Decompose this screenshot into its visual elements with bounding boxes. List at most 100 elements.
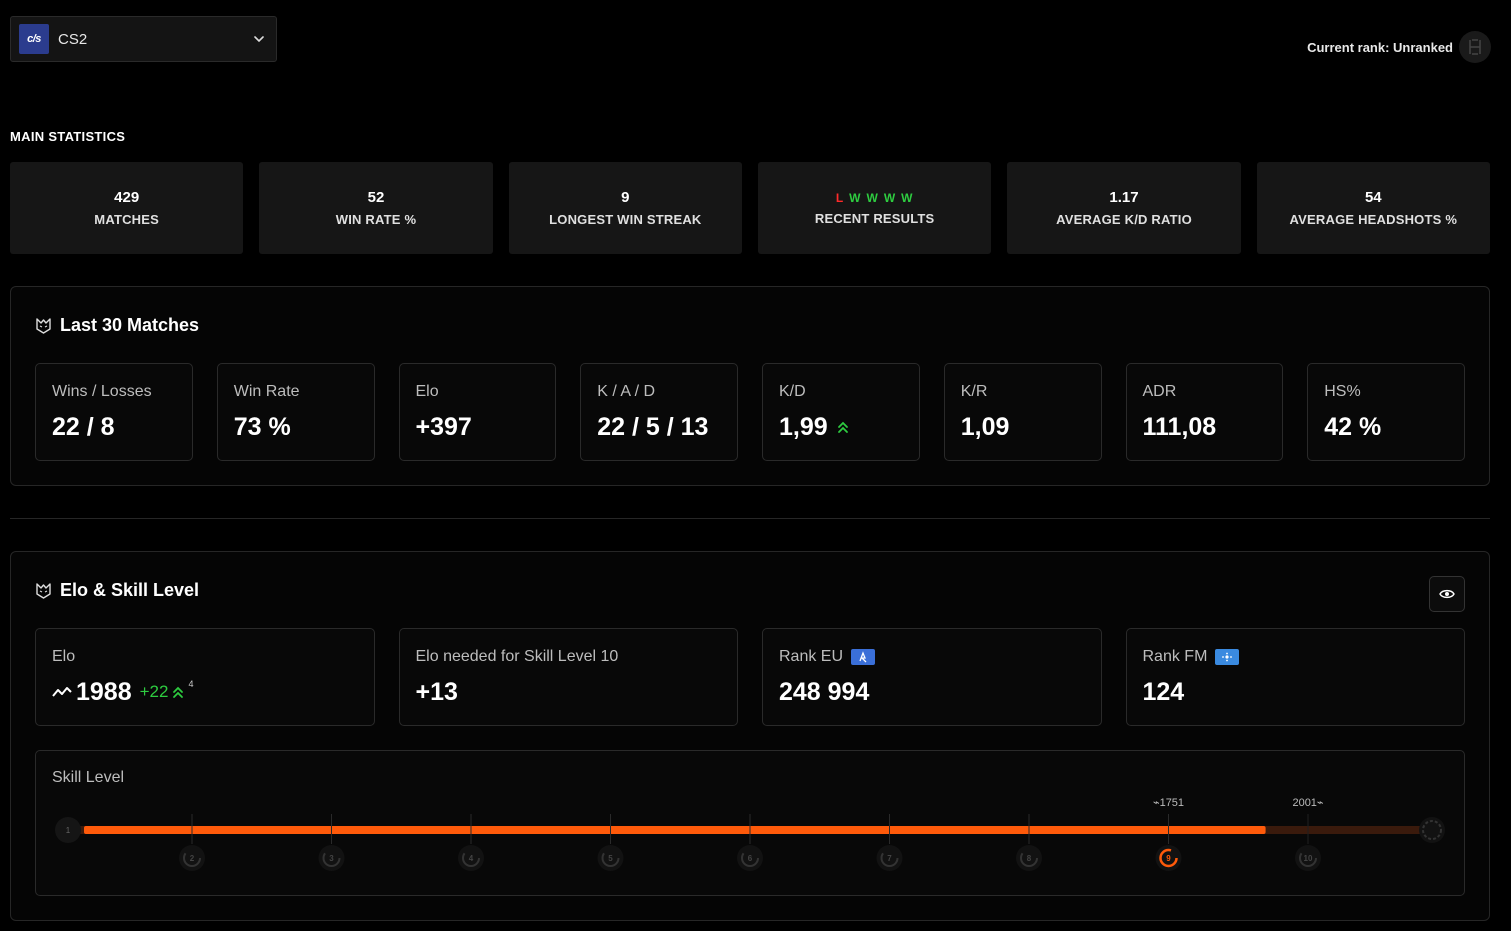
kpi-value: 22 / 8: [52, 412, 115, 441]
eu-flag-icon: [851, 648, 876, 665]
last-30-matches-title: Last 30 Matches: [35, 315, 199, 336]
skill-level-number: 8: [1027, 854, 1032, 863]
last-30-matches-panel: Last 30 Matches Wins / Losses 22 / 8 Win…: [10, 286, 1490, 486]
kpi-value: 1,99: [779, 412, 828, 441]
skill-level-ring: [1299, 849, 1317, 867]
skill-level-node: [1295, 845, 1321, 871]
main-statistics-cards: 429 MATCHES 52 WIN RATE % 9 LONGEST WIN …: [10, 162, 1490, 254]
faceit-wolf-icon: [36, 318, 51, 334]
eye-icon: [1439, 589, 1455, 599]
stat-value: 52: [367, 189, 385, 206]
kpi-current-elo: Elo 1988 +22 4: [35, 628, 375, 726]
skill-level-ring: [1020, 849, 1038, 867]
stat-value: 9: [621, 189, 630, 206]
kpi-label: K / A / D: [597, 382, 656, 400]
kpi-rank-fm: Rank FM 124: [1125, 628, 1465, 726]
kpi-kad: K / A / D 22 / 5 / 13: [580, 363, 738, 461]
result-badge: L: [835, 190, 845, 205]
kpi-value: 111,08: [1142, 412, 1217, 441]
elo-delta: +22 4: [139, 679, 194, 702]
skill-level-number: 3: [329, 854, 334, 863]
kpi-wins-losses: Wins / Losses 22 / 8: [35, 363, 193, 461]
section-divider: [10, 518, 1490, 519]
skill-level-number: 4: [469, 854, 474, 863]
kpi-label: ADR: [1142, 382, 1177, 400]
fm-flag-icon: [1215, 648, 1240, 665]
last-30-kpis: Wins / Losses 22 / 8 Win Rate 73 % Elo +…: [35, 363, 1465, 461]
stat-card-average-headshots: 54 AVERAGE HEADSHOTS %: [1256, 162, 1490, 254]
kpi-adr: ADR 111,08: [1125, 363, 1284, 461]
skill-level-node: [876, 845, 903, 871]
skill-level-number: 9: [1166, 854, 1171, 863]
current-rank: Current rank: Unranked: [1307, 31, 1491, 63]
kpi-label: K/R: [960, 382, 988, 400]
skill-level-ring: [462, 849, 480, 867]
skill-level-node: [55, 817, 81, 843]
skill-level-ring: [601, 849, 620, 867]
skill-level-node: [318, 845, 345, 871]
skill-level-node: [179, 845, 205, 871]
skill-level-box: Skill Level 1 2 3 4 5 6 7 8 9 10 ⌁1751 2001⌁: [35, 750, 1465, 896]
stat-card-matches: 429 MATCHES: [10, 162, 244, 254]
stat-value: 54: [1364, 189, 1382, 206]
kpi-value: 73 %: [233, 412, 291, 441]
kpi-elo-needed: Elo needed for Skill Level 10 +13: [398, 628, 738, 726]
skill-level-ring: [183, 849, 201, 867]
skill-level-number: 1: [66, 826, 71, 835]
kpi-rank-eu: Rank EU 248 994: [762, 628, 1102, 726]
kpi-label: Wins / Losses: [52, 382, 152, 400]
skill-level-number: 10: [1304, 854, 1313, 863]
trend-icon: [52, 687, 72, 697]
stat-card-win-rate: 52 WIN RATE %: [259, 162, 493, 254]
kpi-value: 124: [1142, 677, 1185, 706]
skill-level-number: 6: [748, 854, 753, 863]
toggle-visibility-button[interactable]: [1429, 576, 1465, 612]
kpi-value-row: 1988 +22 4: [52, 678, 358, 707]
skill-level-node: [737, 845, 763, 871]
stat-label: MATCHES: [94, 212, 160, 227]
skill-track-fill: [84, 826, 1266, 834]
kpi-label-row: Rank FM: [1143, 648, 1449, 666]
stat-label: WIN RATE %: [335, 212, 417, 227]
kpi-label-row: Rank EU: [779, 648, 1085, 666]
level-9-min-label: ⌁1751: [1153, 797, 1184, 809]
kpi-label: K/D: [779, 382, 806, 400]
kpi-kr: K/R 1,09: [943, 363, 1102, 461]
kpi-win-rate: Win Rate 73 %: [216, 363, 375, 461]
kpi-value: 22 / 5 / 13: [597, 412, 709, 441]
elo-value: 1988: [76, 677, 132, 706]
elo-delta-value: +22: [139, 682, 169, 701]
kpi-label: Rank FM: [1142, 647, 1208, 665]
kpi-label: Elo: [415, 382, 439, 400]
stat-value: 429: [114, 189, 140, 206]
kpi-label: Win Rate: [233, 382, 300, 400]
kpi-value: 1,09: [960, 412, 1010, 441]
panel-title-text: Last 30 Matches: [60, 315, 200, 335]
result-badge: W: [901, 190, 914, 205]
kpi-value: 42 %: [1324, 412, 1382, 441]
game-name: CS2: [58, 30, 88, 48]
skill-level-title: Skill Level: [52, 769, 125, 786]
current-rank-label: Current rank: Unranked: [1307, 39, 1453, 55]
elo-delta-count: 4: [188, 679, 194, 689]
kpi-value: +397: [415, 412, 472, 441]
skill-level-number: 2: [190, 854, 195, 863]
kpi-hs: HS% 42 %: [1307, 363, 1465, 461]
elo-kpis: Elo 1988 +22 4: [35, 628, 1465, 726]
skill-level-node: [458, 845, 484, 871]
stat-label: AVERAGE HEADSHOTS %: [1289, 212, 1458, 227]
stat-label: AVERAGE K/D RATIO: [1056, 212, 1192, 227]
elo-skill-panel: Elo & Skill Level Elo 1988: [10, 551, 1490, 921]
elo-skill-title: Elo & Skill Level: [35, 580, 199, 601]
challenger-ring-icon: [1422, 820, 1442, 840]
kpi-label: HS%: [1324, 382, 1361, 400]
rank-badge-icon: [1459, 31, 1491, 63]
skill-level-progress: 1 2 3 4 5 6 7 8 9 10 ⌁1751 2001⌁: [55, 797, 1445, 871]
skill-level-node: [1016, 845, 1042, 871]
kpi-kd: K/D 1,99: [762, 363, 920, 461]
game-selector[interactable]: c/s CS2: [10, 16, 277, 62]
level-10-min-label: 2001⌁: [1292, 797, 1323, 809]
kpi-label: Elo: [52, 647, 76, 665]
stat-card-recent-results: L W W W W RECENT RESULTS: [757, 162, 992, 254]
skill-level-number: 7: [887, 854, 892, 863]
